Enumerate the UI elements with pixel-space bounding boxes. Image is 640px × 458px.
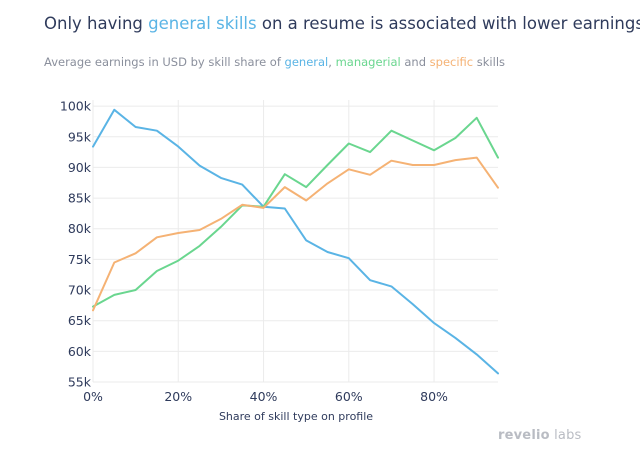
subtitle-pre: Average earnings in USD by skill share o…: [44, 55, 285, 69]
subtitle-and: and: [400, 55, 430, 69]
x-tick-label: 20%: [164, 389, 192, 404]
logo-mid: io: [535, 428, 550, 443]
series-line-general: [92, 108, 499, 375]
y-tick-label: 75k: [68, 252, 92, 267]
subtitle-managerial: managerial: [335, 55, 401, 69]
x-tick-label: 60%: [335, 389, 363, 404]
y-tick-label: 80k: [68, 221, 92, 236]
x-tick-label: 0%: [83, 389, 103, 404]
title-highlight-general: general skills: [148, 14, 257, 33]
chart-subtitle: Average earnings in USD by skill share o…: [44, 55, 505, 69]
chart-title: Only having general skills on a resume i…: [44, 14, 640, 33]
title-pre: Only having: [44, 14, 149, 33]
subtitle-general: general: [284, 55, 329, 69]
y-tick-label: 55k: [68, 375, 92, 390]
series-line-specific: [92, 156, 499, 312]
y-tick-label: 100k: [60, 99, 92, 114]
x-axis-label: Share of skill type on profile: [219, 410, 373, 423]
subtitle-specific: specific: [429, 55, 474, 69]
y-tick-label: 85k: [68, 191, 92, 206]
logo-pre: revel: [498, 428, 536, 443]
y-tick-label: 70k: [68, 283, 92, 298]
y-tick-label: 60k: [68, 344, 92, 359]
y-tick-label: 90k: [68, 160, 92, 175]
title-post: on a resume is associated with lower ear…: [256, 14, 640, 33]
subtitle-post: skills: [473, 55, 506, 69]
y-tick-label: 65k: [68, 313, 92, 328]
x-tick-label: 40%: [250, 389, 278, 404]
subtitle-sep: ,: [328, 55, 336, 69]
logo-post: labs: [549, 428, 582, 443]
axis-layer: 55k 60k 65k 70k 75k 80k 85k 90k 95k 100k 0% 20% 40% 6…: [60, 99, 448, 404]
revelio-labs-logo: revelio labs: [498, 428, 582, 443]
series-layer: [92, 108, 499, 375]
y-tick-label: 95k: [68, 129, 92, 144]
x-tick-label: 80%: [420, 389, 448, 404]
series-line-managerial: [92, 116, 499, 308]
grid-layer: [92, 100, 498, 383]
